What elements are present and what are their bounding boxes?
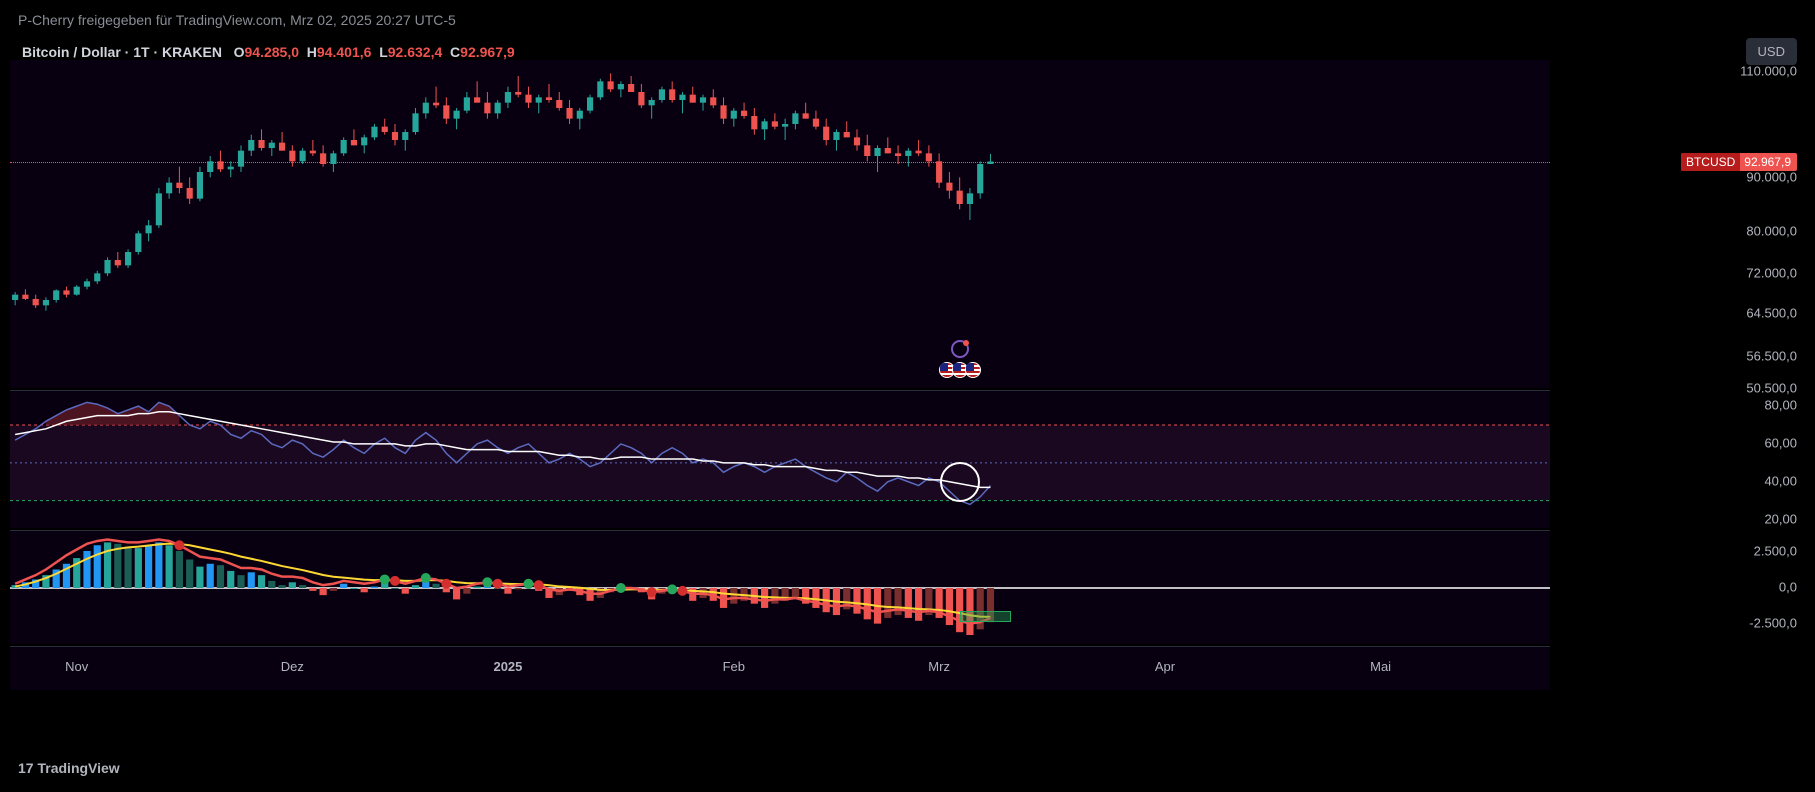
exchange[interactable]: KRAKEN <box>162 44 222 60</box>
time-axis-tick: 2025 <box>493 659 522 674</box>
macd-y-tick: -2.500,0 <box>1715 615 1797 630</box>
h-value: 94.401,6 <box>317 44 372 60</box>
c-label: C <box>450 44 460 60</box>
price-tag-symbol: BTCUSD <box>1681 153 1740 171</box>
price-tag-value: 92.967,9 <box>1744 155 1791 169</box>
time-axis-tick: Feb <box>723 659 745 674</box>
tradingview-logo[interactable]: 17 TradingView <box>18 760 120 776</box>
price-y-tick: 110.000,0 <box>1715 63 1797 78</box>
price-y-tick: 90.000,0 <box>1715 170 1797 185</box>
c-value: 92.967,9 <box>460 44 515 60</box>
price-chart-panel[interactable] <box>10 60 1550 388</box>
time-axis-tick: Dez <box>281 659 304 674</box>
event-icons[interactable] <box>939 340 981 378</box>
macd-panel[interactable] <box>10 530 1550 644</box>
price-y-tick: 72.000,0 <box>1715 266 1797 281</box>
o-value: 94.285,0 <box>245 44 300 60</box>
interval[interactable]: 1T <box>133 44 149 60</box>
l-value: 92.632,4 <box>388 44 443 60</box>
price-y-tick: 50.500,0 <box>1715 381 1797 396</box>
l-label: L <box>379 44 388 60</box>
last-price-line <box>10 162 1550 163</box>
symbol-name[interactable]: Bitcoin / Dollar <box>22 44 121 60</box>
time-axis-tick: Mai <box>1370 659 1391 674</box>
macd-y-tick: 0,0 <box>1715 580 1797 595</box>
last-price-tag: BTCUSD 92.967,9 <box>1681 153 1797 171</box>
price-y-tick: 80.000,0 <box>1715 223 1797 238</box>
macd-y-tick: 2.500,0 <box>1715 544 1797 559</box>
time-axis[interactable]: Nov Dez 2025 Feb Mrz Apr Mai <box>10 646 1550 690</box>
price-y-tick: 64.500,0 <box>1715 306 1797 321</box>
time-axis-tick: Mrz <box>928 659 950 674</box>
rsi-panel[interactable] <box>10 390 1550 528</box>
rsi-marker-circle <box>940 462 980 502</box>
publish-info: P-Cherry freigegeben für TradingView.com… <box>18 12 456 28</box>
time-axis-tick: Nov <box>65 659 88 674</box>
o-label: O <box>234 44 245 60</box>
flag-icon <box>965 362 981 378</box>
flag-icons[interactable] <box>939 362 981 378</box>
symbol-bar: Bitcoin / Dollar · 1T · KRAKEN O94.285,0… <box>22 44 515 60</box>
rsi-y-tick: 60,00 <box>1715 435 1797 450</box>
h-label: H <box>307 44 317 60</box>
rsi-y-tick: 40,00 <box>1715 473 1797 488</box>
time-axis-tick: Apr <box>1155 659 1175 674</box>
price-y-tick: 56.500,0 <box>1715 349 1797 364</box>
alert-icon[interactable] <box>951 340 969 358</box>
rsi-y-tick: 20,00 <box>1715 511 1797 526</box>
rsi-y-tick: 80,00 <box>1715 398 1797 413</box>
macd-highlight-box <box>960 611 1011 622</box>
